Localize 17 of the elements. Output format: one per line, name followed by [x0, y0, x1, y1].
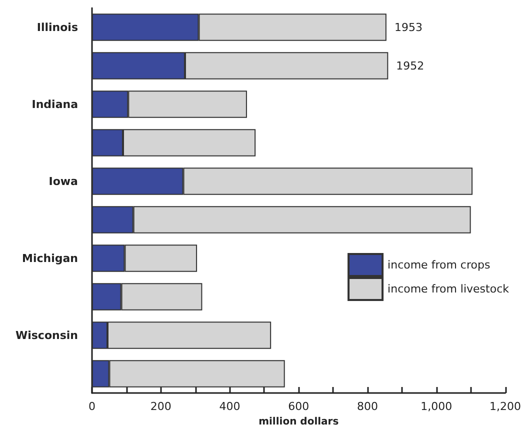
y-tick-label: Indiana [32, 98, 78, 111]
x-tick-label: 400 [219, 400, 240, 413]
annotation: 1953 [394, 20, 422, 34]
legend-label: income from crops [388, 258, 490, 272]
x-tick-label: 1,200 [490, 400, 522, 413]
legend-label: income from livestock [388, 282, 510, 296]
y-tick-label: Illinois [36, 20, 78, 34]
x-tick-label: 1,000 [420, 400, 452, 413]
y-tick-label: Michigan [22, 252, 78, 265]
x-tick-label: 800 [357, 400, 378, 413]
x-tick-label: 600 [288, 400, 310, 413]
annotation: 1952 [396, 59, 424, 72]
y-tick-label: Wisconsin [15, 328, 78, 342]
x-tick-label: 200 [150, 400, 172, 413]
y-tick-label: Iowa [48, 174, 78, 188]
x-axis-title: million dollars [258, 416, 339, 428]
x-tick-label: 0 [88, 400, 96, 413]
